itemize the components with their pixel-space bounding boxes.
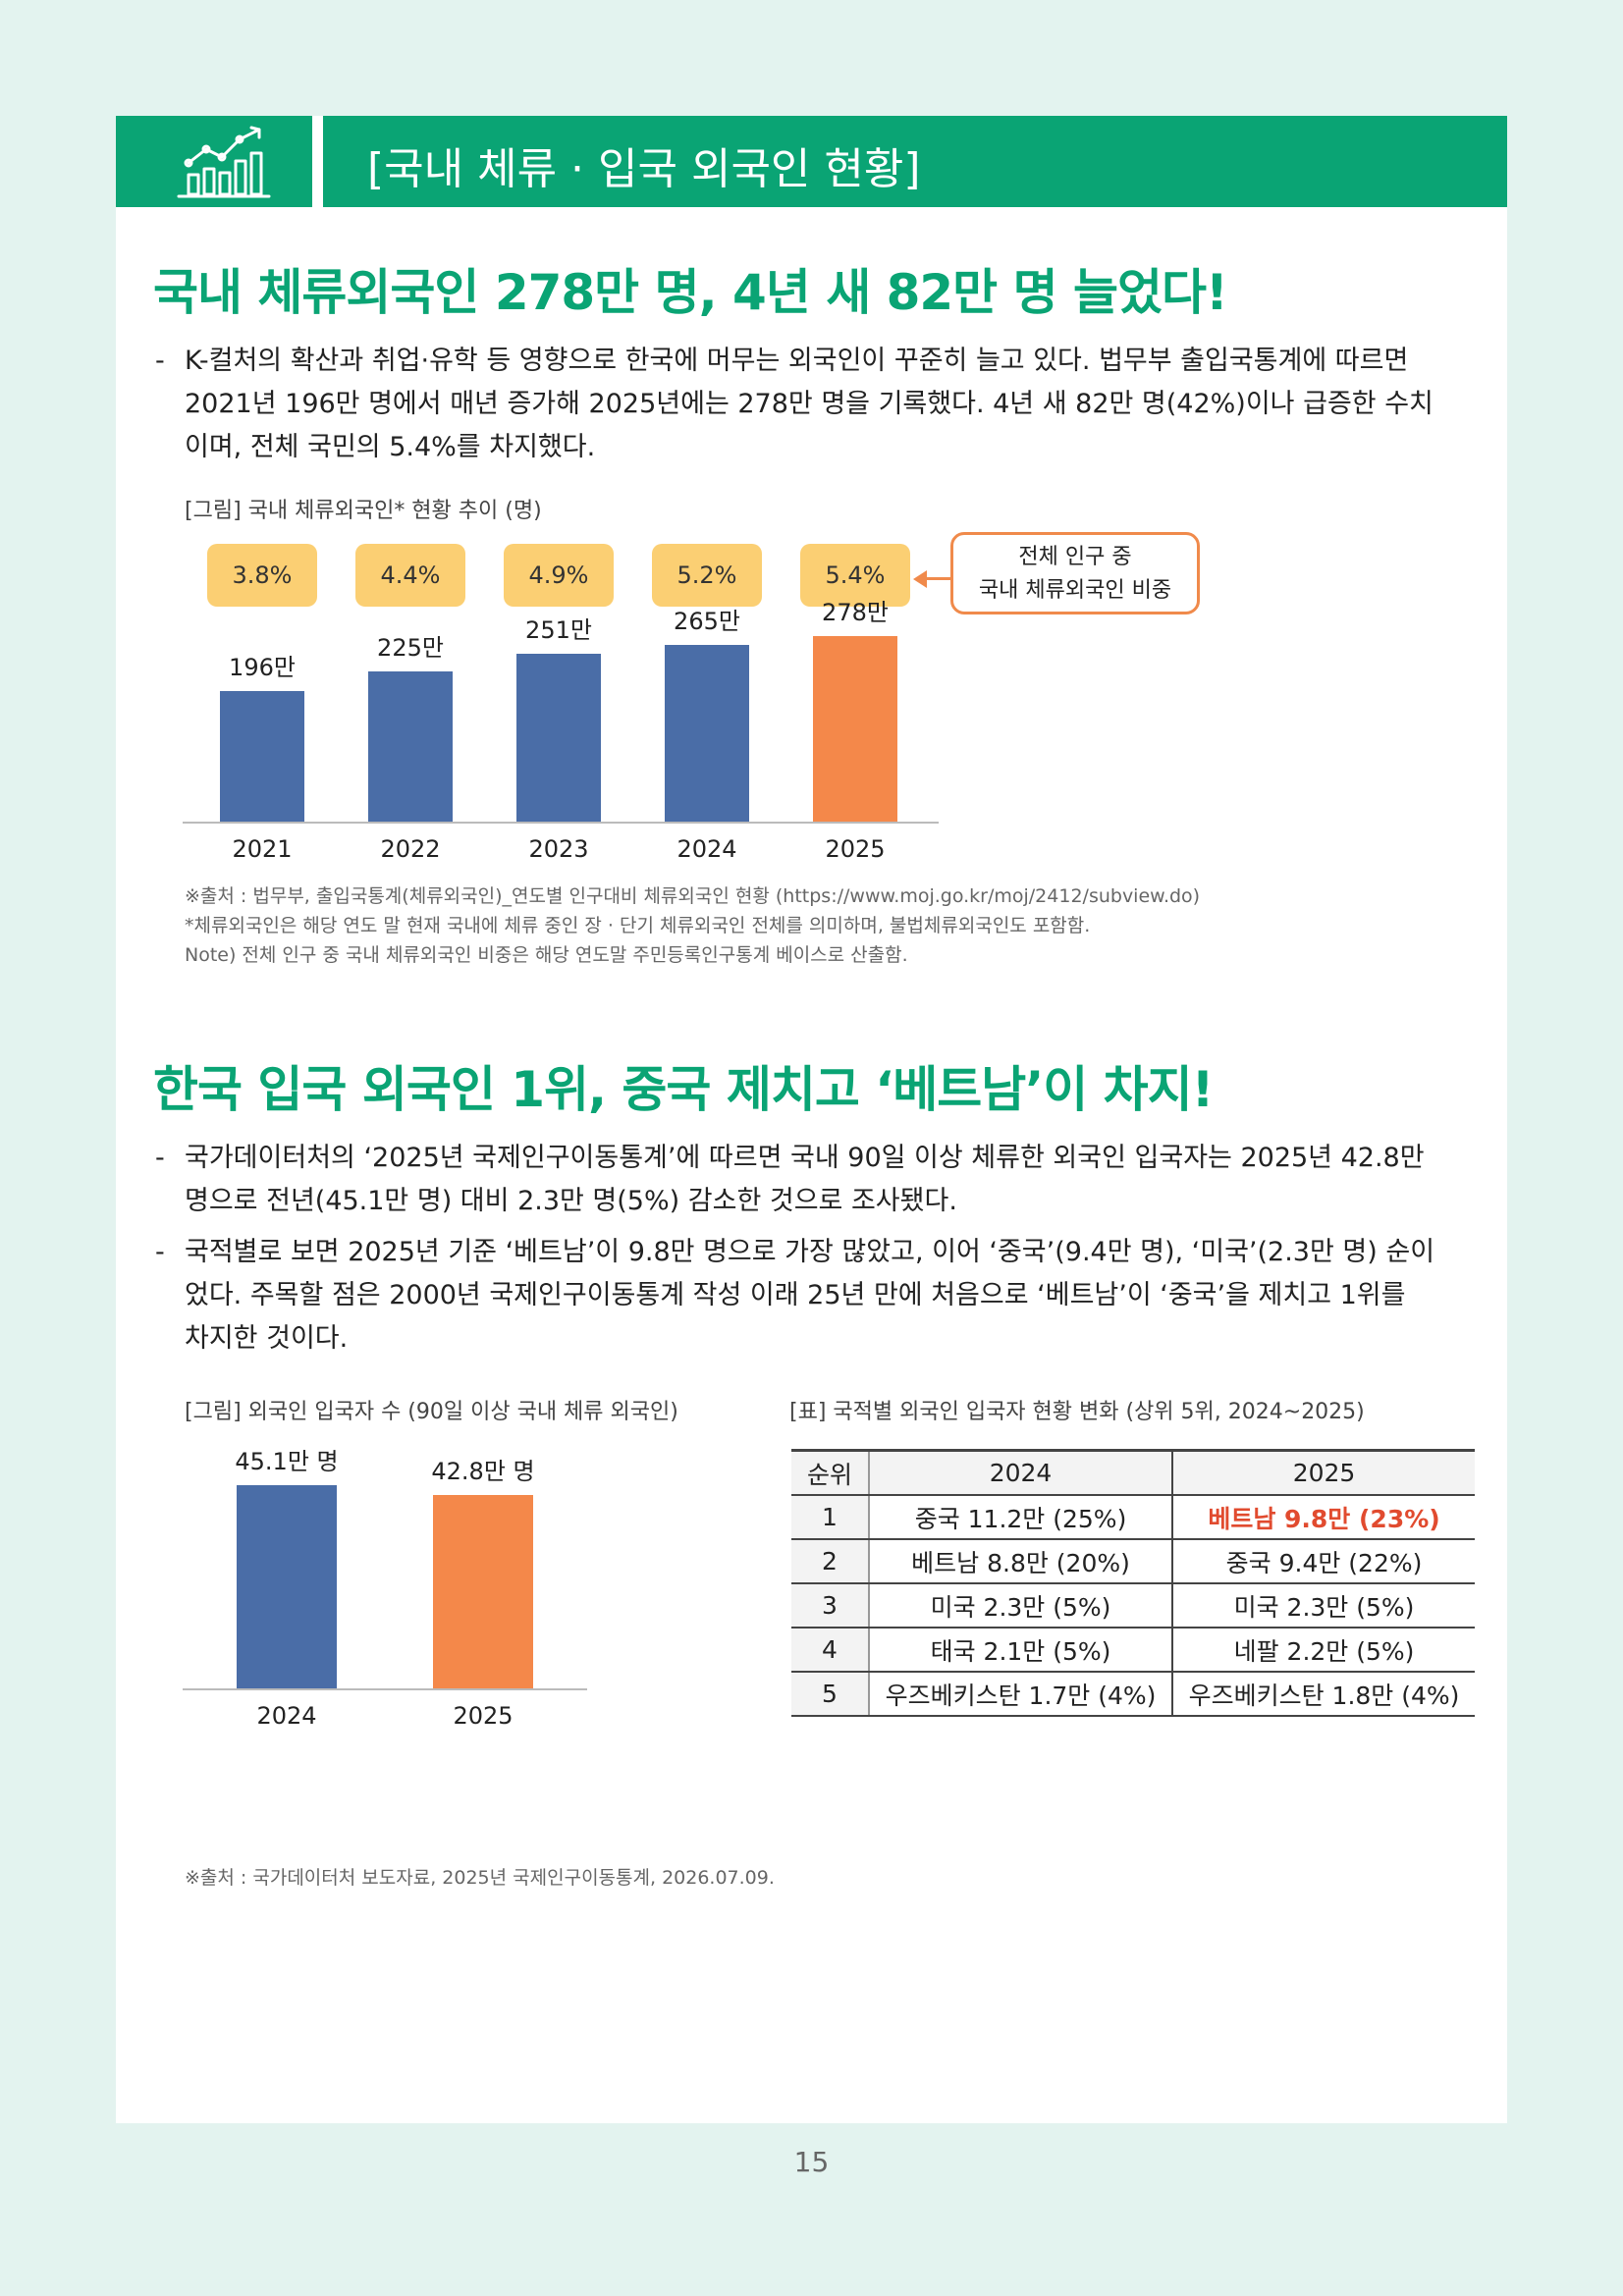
callout-arrow-icon (913, 570, 927, 588)
bar-value-label: 45.1만 명 (235, 1447, 339, 1475)
bar-2025 (813, 635, 897, 822)
paragraph-line: 2021년 196만 명에서 매년 증가해 2025년에는 278만 명을 기록… (185, 389, 1434, 419)
share-badge: 4.9% (504, 544, 614, 607)
share-badge: 4.4% (355, 544, 465, 607)
table-cell: 베트남 8.8만 (20%) (869, 1539, 1174, 1584)
table-cell: 우즈베키스탄 1.8만 (4%) (1172, 1672, 1475, 1717)
bar-2021 (220, 690, 304, 822)
bar-2024 (237, 1484, 337, 1688)
table-header-row: 순위 2024 2025 (791, 1449, 1475, 1496)
rank-cell: 2 (791, 1539, 870, 1584)
share-badge: 5.2% (652, 544, 762, 607)
x-tick-label: 2021 (232, 835, 293, 863)
x-tick-label: 2025 (825, 835, 886, 863)
table-cell: 우즈베키스탄 1.7만 (4%) (869, 1672, 1174, 1717)
x-axis-line (183, 1688, 587, 1690)
source-note-2: ※출처 : 국가데이터처 보도자료, 2025년 국제인구이동통계, 2026.… (185, 1867, 775, 1889)
bar-value-label: 42.8만 명 (431, 1458, 535, 1486)
rank-cell: 4 (791, 1628, 870, 1673)
bar-value-label: 196만 (229, 653, 296, 681)
paragraph-line: 국적별로 보면 2025년 기준 ‘베트남’이 9.8만 명으로 가장 많았고,… (185, 1237, 1435, 1267)
table-cell: 네팔 2.2만 (5%) (1172, 1628, 1475, 1673)
header-icon-box (116, 116, 312, 207)
rank-cell: 5 (791, 1672, 870, 1717)
callout-line: 전체 인구 중 (1018, 545, 1132, 569)
growth-chart-icon (177, 126, 271, 198)
table-header-cell: 순위 (791, 1449, 870, 1496)
section1-headline: 국내 체류외국인 278만 명, 4년 새 82만 명 늘었다! (153, 264, 1228, 321)
section-title: [국내 체류 · 입국 외국인 현황] (367, 144, 921, 194)
paragraph-line: 차지한 것이다. (185, 1323, 349, 1354)
section2-headline: 한국 입국 외국인 1위, 중국 제치고 ‘베트남’이 차지! (153, 1061, 1214, 1118)
table-header-cell: 2024 (869, 1449, 1174, 1496)
page-sheet: [국내 체류 · 입국 외국인 현황] 국내 체류외국인 278만 명, 4년 … (116, 116, 1507, 2123)
share-callout: 전체 인구 중 국내 체류외국인 비중 (950, 532, 1200, 614)
definition-note: *체류외국인은 해당 연도 말 현재 국내에 체류 중인 장 · 단기 체류외국… (185, 915, 1091, 936)
bar-2025 (433, 1495, 533, 1688)
table-header-cell: 2025 (1172, 1449, 1475, 1496)
table-cell: 태국 2.1만 (5%) (869, 1628, 1174, 1673)
x-tick-label: 2024 (256, 1702, 317, 1730)
bar-value-label: 225만 (377, 634, 444, 662)
rank-cell: 3 (791, 1583, 870, 1629)
table-row: 1 중국 11.2만 (25%) 베트남 9.8만 (23%) (791, 1495, 1475, 1540)
source-note: ※출처 : 법무부, 출입국통계(체류외국인)_연도별 인구대비 체류외국인 현… (185, 885, 1201, 907)
table-cell: 미국 2.3만 (5%) (869, 1583, 1174, 1629)
table-row: 3 미국 2.3만 (5%) 미국 2.3만 (5%) (791, 1583, 1475, 1629)
bar-2023 (516, 654, 601, 822)
share-badge: 5.4% (800, 544, 910, 607)
bar-value-label: 251만 (525, 616, 592, 645)
table-row: 5 우즈베키스탄 1.7만 (4%) 우즈베키스탄 1.8만 (4%) (791, 1672, 1475, 1717)
paragraph-line: 었다. 주목할 점은 2000년 국제인구이동통계 작성 이래 25년 만에 처… (185, 1280, 1406, 1310)
method-note: Note) 전체 인구 중 국내 체류외국인 비중은 해당 연도말 주민등록인구… (185, 944, 908, 966)
x-tick-label: 2022 (380, 835, 441, 863)
bar-value-label: 265만 (674, 607, 740, 635)
highlight-cell: 베트남 9.8만 (23%) (1172, 1495, 1475, 1540)
share-badge: 3.8% (207, 544, 317, 607)
bullet-dash: - (155, 1143, 165, 1173)
rank-cell: 1 (791, 1495, 870, 1540)
paragraph-line: 이며, 전체 국민의 5.4%를 차지했다. (185, 432, 596, 462)
table-cell: 중국 9.4만 (22%) (1172, 1539, 1475, 1584)
paragraph-line: 국가데이터처의 ‘2025년 국제인구이동통계’에 따르면 국내 90일 이상 … (185, 1143, 1425, 1173)
paragraph-line: 명으로 전년(45.1만 명) 대비 2.3만 명(5%) 감소한 것으로 조사… (185, 1186, 957, 1216)
section2-bullet-1: - 국가데이터처의 ‘2025년 국제인구이동통계’에 따르면 국내 90일 이… (155, 1137, 1510, 1223)
x-axis-line (183, 822, 939, 824)
table-caption: [표] 국적별 외국인 입국자 현황 변화 (상위 5위, 2024~2025) (789, 1400, 1365, 1424)
bar-2022 (368, 671, 453, 822)
figure1-caption: [그림] 국내 체류외국인* 현황 추이 (명) (185, 499, 542, 523)
bar-value-label: 278만 (822, 598, 889, 626)
table-row: 4 태국 2.1만 (5%) 네팔 2.2만 (5%) (791, 1628, 1475, 1673)
table-cell: 미국 2.3만 (5%) (1172, 1583, 1475, 1629)
callout-arrow-line (925, 577, 952, 580)
table-row: 2 베트남 8.8만 (20%) 중국 9.4만 (22%) (791, 1539, 1475, 1584)
table-cell: 중국 11.2만 (25%) (869, 1495, 1174, 1540)
bar-2024 (665, 644, 749, 822)
x-tick-label: 2023 (528, 835, 589, 863)
figure2-caption: [그림] 외국인 입국자 수 (90일 이상 국내 체류 외국인) (185, 1400, 678, 1424)
section1-paragraph: - K-컬처의 확산과 취업·유학 등 영향으로 한국에 머무는 외국인이 꾸준… (155, 340, 1510, 469)
section2-bullet-2: - 국적별로 보면 2025년 기준 ‘베트남’이 9.8만 명으로 가장 많았… (155, 1231, 1510, 1361)
callout-line: 국내 체류외국인 비중 (978, 578, 1172, 603)
paragraph-line: K-컬처의 확산과 취업·유학 등 영향으로 한국에 머무는 외국인이 꾸준히 … (185, 346, 1409, 376)
bullet-dash: - (155, 346, 165, 376)
header-title-box: [국내 체류 · 입국 외국인 현황] (323, 116, 1507, 207)
x-tick-label: 2024 (676, 835, 737, 863)
page-number: 15 (793, 2146, 830, 2178)
bullet-dash: - (155, 1237, 165, 1267)
x-tick-label: 2025 (453, 1702, 514, 1730)
nationality-rank-table: 순위 2024 2025 1 중국 11.2만 (25%) 베트남 9.8만 (… (791, 1449, 1475, 1717)
